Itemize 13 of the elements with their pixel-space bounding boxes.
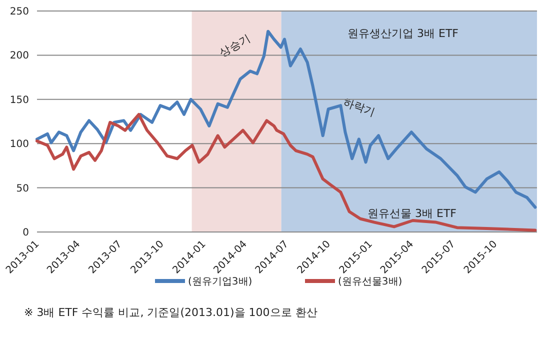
annotation: 원유선물 3배 ETF <box>368 206 456 220</box>
y-tick-label: 50 <box>16 183 29 194</box>
y-tick-label: 100 <box>10 139 29 150</box>
text: ※ 3배 ETF 수익률 비교, 기준일(2013.01)을 100으로 환산 <box>24 306 318 319</box>
annotation: 원유생산기업 3배 ETF <box>348 26 458 40</box>
band-label: 하락기 <box>341 95 377 119</box>
y-tick-label: 250 <box>10 6 29 18</box>
y-tick-label: 200 <box>10 50 29 62</box>
legend-label: (원유선물3배) <box>338 276 402 288</box>
y-tick-label: 150 <box>10 94 29 106</box>
line-series <box>36 30 537 209</box>
legend-label: (원유기업3배) <box>188 276 252 288</box>
y-tick-label: 0 <box>22 228 29 238</box>
